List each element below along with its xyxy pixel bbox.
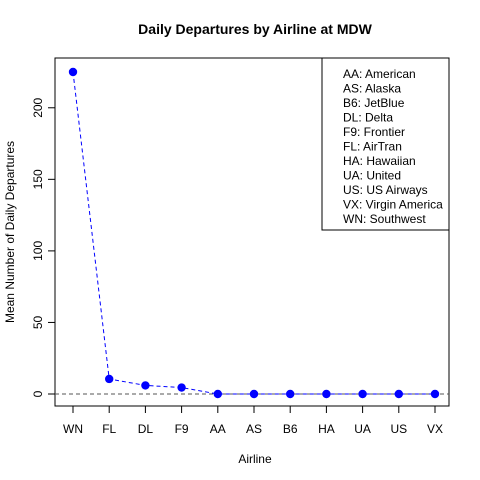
x-axis-label: Airline [238, 452, 272, 466]
legend-entry: B6: JetBlue [343, 96, 405, 110]
data-point-as [249, 389, 259, 399]
y-tick-label: 150 [31, 169, 45, 189]
data-point-aa [213, 389, 222, 399]
x-tick-label: HA [318, 422, 335, 436]
legend-entry: US: US Airways [343, 183, 428, 197]
data-point-b6 [286, 389, 295, 399]
x-tick-label: AA [210, 422, 226, 436]
x-tick-label: US [390, 422, 407, 436]
legend-entry: FL: AirTran [343, 140, 402, 154]
y-axis-label: Mean Number of Daily Departures [3, 141, 17, 323]
x-tick-label: VX [427, 422, 443, 436]
data-points [68, 67, 440, 399]
data-point-us [394, 389, 403, 399]
chart-title: Daily Departures by Airline at MDW [138, 21, 372, 37]
data-point-fl [105, 374, 114, 384]
data-point-vx [430, 389, 440, 399]
x-tick-label: WN [63, 422, 83, 436]
x-tick-label: FL [102, 422, 116, 436]
y-axis: 0 50 100 150 200 [31, 97, 56, 397]
data-point-ha [322, 389, 331, 399]
legend-entry: HA: Hawaiian [343, 154, 416, 168]
data-point-ua [358, 389, 367, 399]
y-tick-label: 50 [31, 315, 45, 329]
x-tick-label: B6 [283, 422, 298, 436]
legend-entry: VX: Virgin America [343, 198, 443, 212]
legend-entry: AS: Alaska [343, 82, 401, 96]
y-tick-label: 0 [31, 390, 45, 397]
x-tick-label: DL [138, 422, 154, 436]
legend-entry: WN: Southwest [343, 212, 426, 226]
x-tick-label: F9 [175, 422, 189, 436]
legend-entry: UA: United [343, 169, 401, 183]
legend-entry: F9: Frontier [343, 125, 405, 139]
data-point-wn [68, 67, 78, 77]
y-tick-label: 100 [31, 241, 45, 261]
legend-entry: DL: Delta [343, 111, 393, 125]
legend-entry: AA: American [343, 67, 416, 81]
x-tick-label: AS [246, 422, 262, 436]
y-tick-label: 200 [31, 97, 45, 117]
legend-box [321, 57, 450, 231]
data-point-f9 [177, 383, 186, 392]
x-axis: WN FL DL F9 AA AS B6 HA UA US VX [63, 405, 443, 436]
x-tick-label: UA [354, 422, 371, 436]
data-point-dl [141, 381, 150, 390]
